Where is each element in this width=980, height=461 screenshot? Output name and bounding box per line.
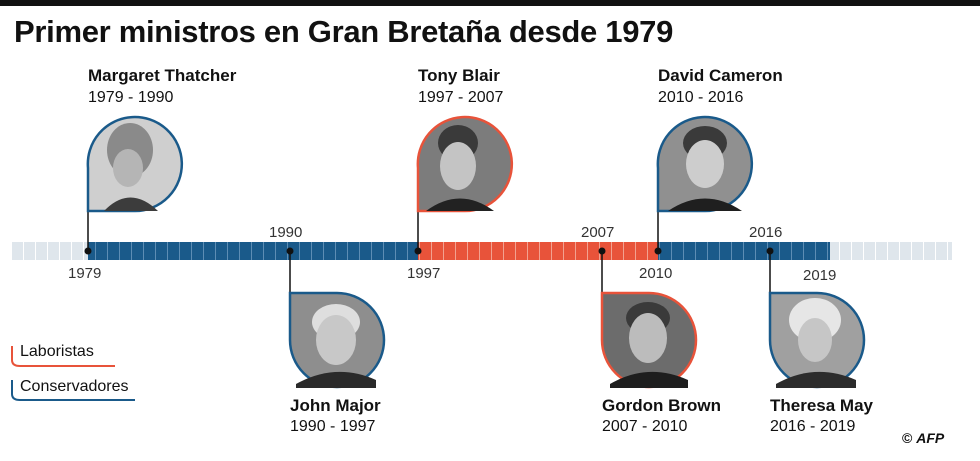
marker-dot	[598, 247, 606, 255]
minister-years-may: 2016 - 2019	[770, 418, 856, 435]
year-label: 1979	[68, 265, 102, 282]
term-bar-cameron	[658, 242, 770, 260]
minister-name-thatcher: Margaret Thatcher	[88, 66, 237, 85]
portrait-may	[768, 291, 866, 389]
minister-name-blair: Tony Blair	[418, 66, 500, 85]
year-label: 1990	[269, 224, 303, 241]
portrait-brown	[600, 291, 698, 389]
afp-logo: AFP	[916, 430, 945, 446]
portrait-major	[288, 291, 386, 389]
afp-credit: © AFP	[902, 430, 944, 446]
marker-dot	[766, 247, 774, 255]
term-bar-major	[290, 242, 418, 260]
copyright-symbol: ©	[902, 430, 913, 446]
minister-name-cameron: David Cameron	[658, 66, 783, 85]
term-bar-blair	[418, 242, 602, 260]
term-bar-thatcher	[88, 242, 290, 260]
minister-years-cameron: 2010 - 2016	[658, 89, 744, 106]
legend-swatch-labour	[11, 346, 115, 367]
top-bar	[0, 0, 980, 6]
minister-name-major: John Major	[290, 396, 381, 415]
marker-dot	[84, 247, 92, 255]
year-label: 2010	[639, 265, 673, 282]
year-label: 2007	[581, 224, 615, 241]
marker-dot	[414, 247, 422, 255]
marker-dot	[286, 247, 294, 255]
minister-years-brown: 2007 - 2010	[602, 418, 688, 435]
year-label: 1997	[407, 265, 441, 282]
marker-dot	[654, 247, 662, 255]
year-label: 2016	[749, 224, 783, 241]
minister-years-thatcher: 1979 - 1990	[88, 89, 174, 106]
legend-label-conservative: Conservadores	[20, 378, 129, 395]
portrait-thatcher	[86, 115, 184, 213]
year-label: 2019	[803, 267, 837, 284]
portrait-blair	[416, 115, 514, 213]
legend-label-labour: Laboristas	[20, 343, 94, 360]
minister-name-brown: Gordon Brown	[602, 396, 721, 415]
legend-swatch-conservative	[11, 380, 135, 401]
minister-name-may: Theresa May	[770, 396, 873, 415]
portrait-cameron	[656, 115, 754, 213]
term-bar-may	[770, 242, 830, 260]
page-title: Primer ministros en Gran Bretaña desde 1…	[14, 14, 674, 49]
minister-years-blair: 1997 - 2007	[418, 89, 504, 106]
minister-years-major: 1990 - 1997	[290, 418, 376, 435]
term-bar-brown	[602, 242, 658, 260]
